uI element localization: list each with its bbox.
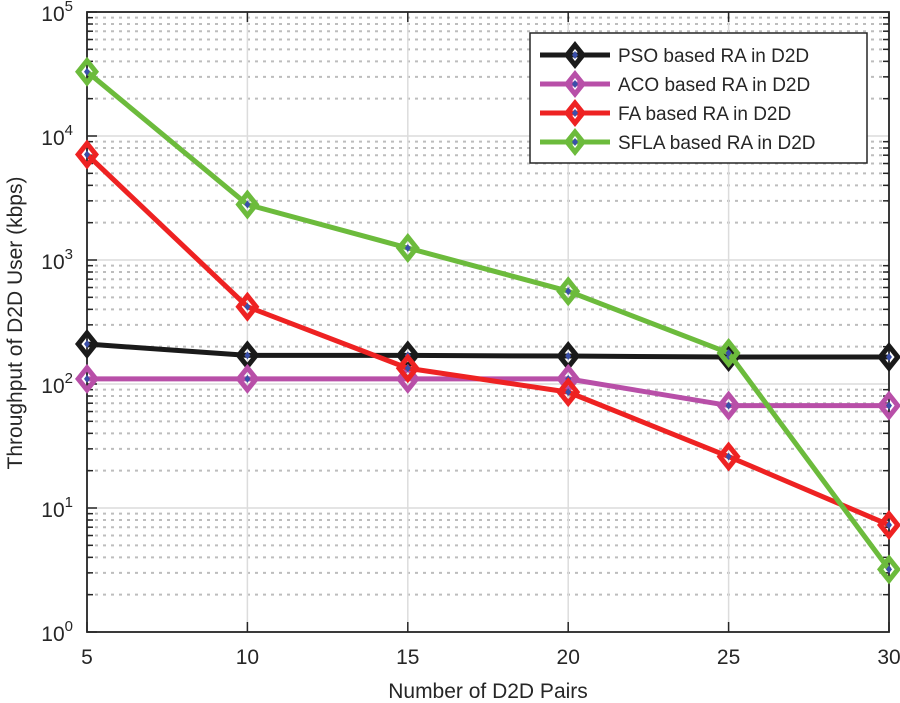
- marker-center: [565, 287, 572, 296]
- series-line: [85, 69, 892, 571]
- marker-center: [886, 401, 892, 410]
- marker-center: [886, 520, 892, 529]
- x-tick-label: 15: [396, 646, 419, 669]
- axes: 100 101 102 103 104 105 5 10 15 20 25 30: [41, 0, 900, 669]
- x-axis-label: Number of D2D Pairs: [388, 680, 588, 703]
- legend-entry: PSO based RA in D2D: [540, 40, 809, 70]
- legend-label: ACO based RA in D2D: [618, 75, 810, 96]
- marker-center: [244, 200, 251, 209]
- legend-label: FA based RA in D2D: [618, 104, 791, 125]
- diamond-marker: [74, 363, 100, 394]
- series-group: [74, 56, 900, 585]
- x-tick-label: 20: [557, 646, 580, 669]
- legend-entry: FA based RA in D2D: [540, 98, 791, 128]
- diamond-marker: [716, 390, 741, 421]
- legend-label: PSO based RA in D2D: [618, 46, 809, 67]
- marker-center: [886, 353, 892, 362]
- diamond-marker: [74, 56, 100, 87]
- marker-center: [404, 243, 411, 252]
- marker-center: [886, 565, 892, 574]
- legend-entry: SFLA based RA in D2D: [540, 127, 816, 157]
- series-line: [86, 341, 889, 360]
- legend-label: SFLA based RA in D2D: [618, 133, 816, 154]
- marker-center: [84, 150, 90, 159]
- marker-center: [572, 138, 578, 146]
- diamond-marker: [556, 276, 581, 307]
- marker-center: [565, 388, 572, 397]
- marker-center: [725, 452, 732, 461]
- diamond-marker: [876, 509, 900, 540]
- marker-center: [84, 340, 90, 349]
- diamond-marker: [74, 139, 100, 170]
- y-tick-label: 101: [41, 494, 73, 522]
- legend-entry: ACO based RA in D2D: [540, 69, 810, 99]
- marker-center: [725, 401, 732, 410]
- diamond-marker: [876, 554, 900, 585]
- y-axis-label: Throughput of D2D User (kbps): [4, 177, 27, 470]
- series-sfla: [74, 56, 900, 585]
- marker-center: [404, 364, 411, 373]
- diamond-marker: [563, 40, 587, 70]
- diamond-marker: [876, 342, 900, 373]
- diamond-marker: [235, 291, 260, 322]
- marker-center: [725, 348, 732, 357]
- marker-center: [565, 352, 572, 361]
- y-tick-label: 100: [41, 618, 73, 646]
- y-tick-label: 105: [41, 0, 73, 26]
- marker-center: [84, 374, 90, 383]
- diamond-marker: [74, 329, 100, 360]
- x-tick-label: 30: [877, 646, 900, 669]
- x-tick-label: 10: [236, 646, 259, 669]
- y-tick-label: 102: [41, 370, 73, 398]
- marker-center: [84, 67, 90, 76]
- marker-center: [244, 351, 251, 360]
- diamond-marker: [235, 363, 260, 394]
- marker-center: [244, 302, 251, 311]
- diamond-marker: [716, 337, 741, 368]
- series-fa: [74, 139, 900, 540]
- diamond-marker: [563, 69, 587, 99]
- marker-center: [572, 109, 578, 117]
- diamond-marker: [876, 390, 900, 421]
- y-tick-label: 103: [41, 246, 73, 274]
- y-tick-label: 104: [41, 122, 73, 150]
- x-tick-label: 5: [81, 646, 93, 669]
- diamond-marker: [395, 353, 420, 384]
- legend: PSO based RA in D2D ACO based RA in D2D FA…: [529, 32, 868, 164]
- diamond-marker: [395, 232, 420, 263]
- diamond-marker: [563, 98, 587, 128]
- marker-center: [572, 80, 578, 88]
- diamond-marker: [563, 127, 587, 157]
- series-line: [85, 152, 890, 528]
- diamond-marker: [235, 189, 260, 220]
- marker-center: [244, 374, 251, 383]
- marker-center: [572, 51, 578, 59]
- x-tick-label: 25: [717, 646, 740, 669]
- diamond-marker: [556, 377, 581, 408]
- plot-frame: [86, 11, 890, 633]
- diamond-marker: [716, 441, 741, 472]
